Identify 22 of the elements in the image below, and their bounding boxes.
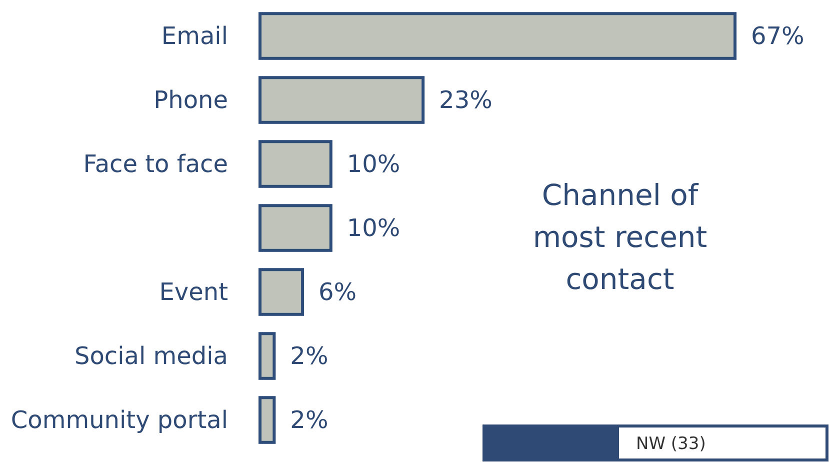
bar [258, 140, 332, 188]
data-label: 6% [318, 278, 357, 306]
data-label: 2% [290, 406, 328, 434]
bar [258, 396, 276, 444]
y-tick-label: Community portal [10, 406, 228, 434]
bar [258, 204, 332, 252]
data-label: 67% [751, 22, 804, 50]
data-label: 2% [290, 342, 328, 370]
y-tick-label: Email [161, 22, 228, 50]
y-tick-label: Social media [74, 342, 228, 370]
data-label: 10% [346, 150, 400, 178]
annotation: NW (33) [636, 434, 706, 454]
y-tick-label: Event [159, 278, 228, 306]
bar [258, 12, 736, 60]
y-tick-label: Phone [154, 86, 228, 114]
y-tick-label: Face to face [83, 150, 228, 178]
text: Channel of most recent contact [532, 178, 708, 296]
data-label: 23% [439, 86, 492, 114]
bar [258, 76, 425, 124]
bar [258, 332, 276, 380]
bar [258, 268, 304, 316]
data-label: 10% [346, 214, 400, 242]
